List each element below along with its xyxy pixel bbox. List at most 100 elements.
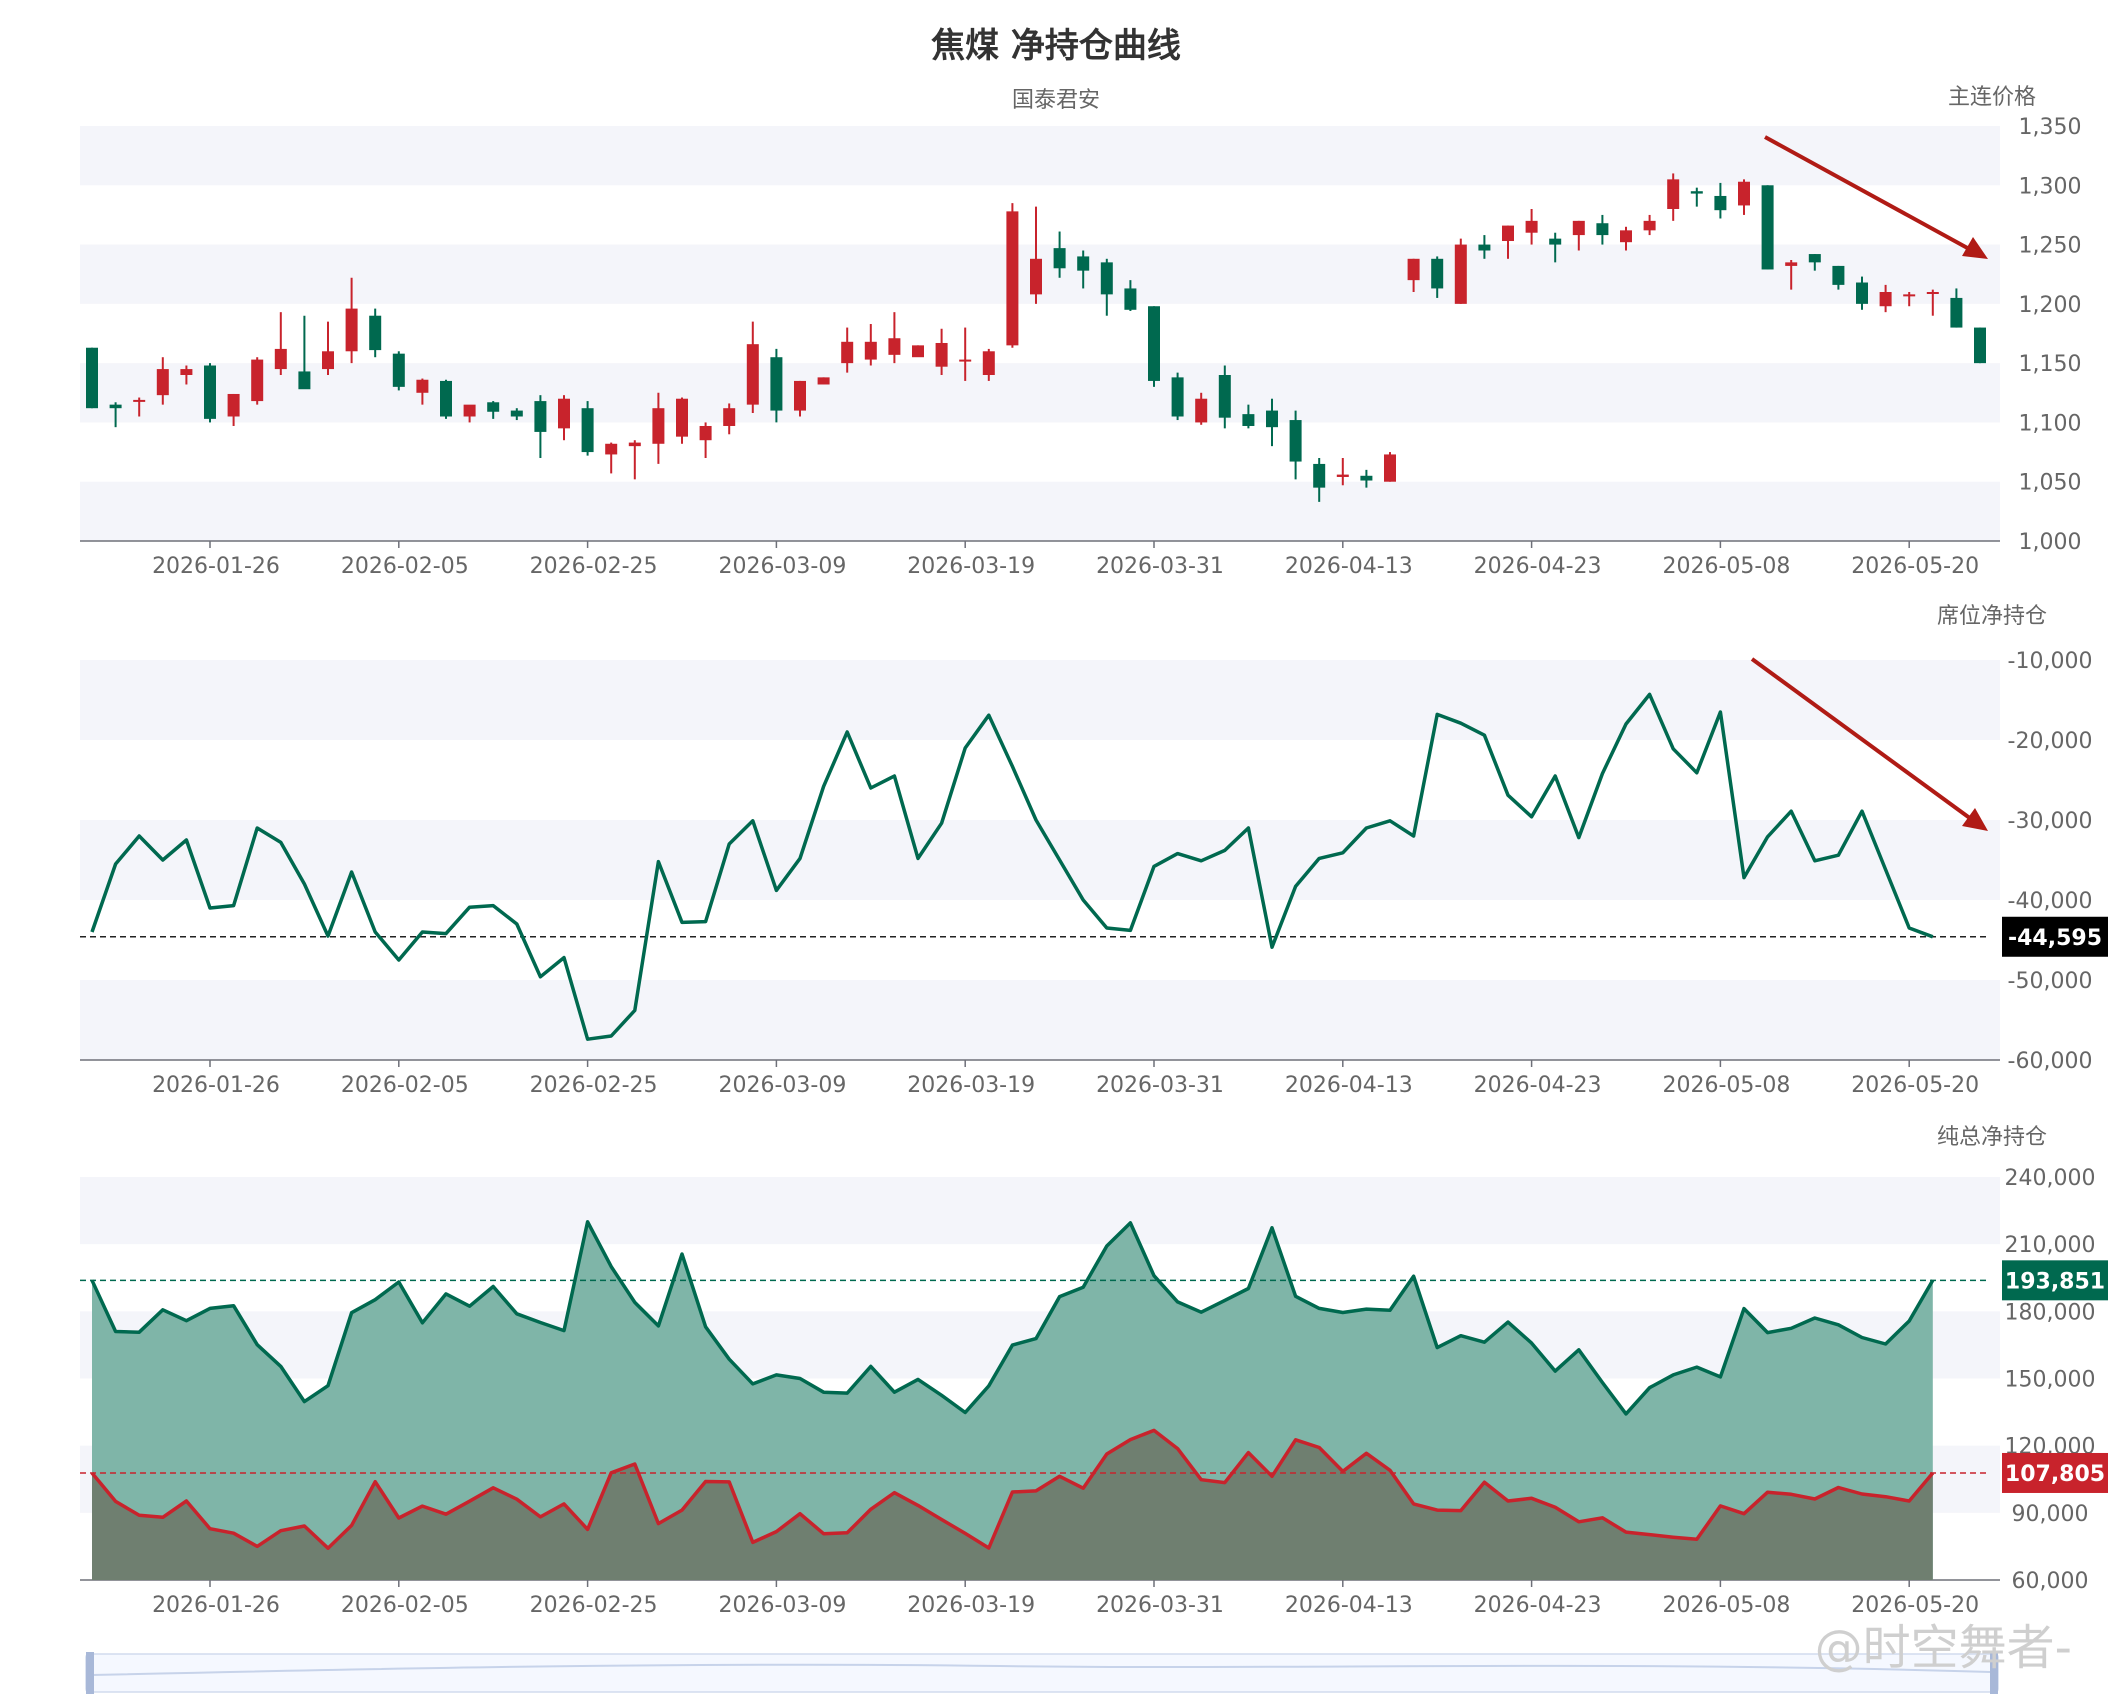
grid-band bbox=[80, 481, 2000, 541]
slider-handle-right bbox=[1990, 1652, 1998, 1694]
candle-body bbox=[1761, 185, 1774, 270]
candle-body bbox=[1525, 220, 1538, 233]
candle-body bbox=[298, 371, 311, 390]
candle-body bbox=[1148, 306, 1160, 381]
candle-body bbox=[1950, 297, 1963, 328]
trend-arrow bbox=[1750, 657, 1984, 829]
candle-body bbox=[959, 359, 972, 362]
candle-body bbox=[888, 338, 901, 355]
x-tick-label: 2026-04-23 bbox=[1474, 1593, 1602, 1618]
candle-body bbox=[1690, 191, 1703, 194]
candle-body bbox=[1242, 414, 1255, 426]
grid-band bbox=[80, 980, 2000, 1060]
candle-body bbox=[1431, 258, 1444, 289]
reference-label-box bbox=[2002, 1452, 2108, 1493]
x-tick-label: 2026-02-05 bbox=[341, 1073, 469, 1098]
y-tick-label: 1,000 bbox=[2019, 530, 2082, 555]
y-tick-label: -60,000 bbox=[2008, 1049, 2093, 1074]
x-tick-label: 2026-03-09 bbox=[718, 1073, 846, 1098]
candle-body bbox=[1100, 262, 1113, 295]
x-tick-label: 2026-02-25 bbox=[530, 1073, 658, 1098]
y-axis-name: 席位净持仓 bbox=[1937, 604, 2047, 629]
x-tick-label: 2026-04-13 bbox=[1285, 554, 1413, 579]
y-tick-label: 240,000 bbox=[2005, 1166, 2096, 1191]
candle-body bbox=[1879, 292, 1892, 307]
candle-body bbox=[1738, 181, 1750, 206]
price-panel: 1,000 1,050 1,100 1,150 1,200 1,250 1,300 1,350… bbox=[80, 85, 2081, 579]
x-tick-label: 2026-04-23 bbox=[1474, 1073, 1602, 1098]
x-tick-label: 2026-03-09 bbox=[718, 1593, 846, 1618]
red-series-area bbox=[92, 1430, 1933, 1580]
candle-body bbox=[487, 402, 500, 412]
candle-body bbox=[1785, 262, 1798, 266]
y-tick-label: 1,200 bbox=[2019, 293, 2082, 318]
candle-body bbox=[558, 398, 570, 429]
candle-body bbox=[746, 344, 759, 405]
candle-body bbox=[1266, 410, 1278, 428]
reference-label: -44,595 bbox=[2008, 926, 2102, 951]
candle-body bbox=[1667, 179, 1680, 209]
candle-body bbox=[86, 347, 98, 409]
candle-body bbox=[392, 353, 405, 387]
candle-body bbox=[1856, 282, 1868, 304]
candle-body bbox=[322, 351, 334, 370]
y-tick-label: 90,000 bbox=[2012, 1502, 2089, 1527]
candle-body bbox=[1643, 220, 1656, 231]
x-tick-label: 2026-02-05 bbox=[341, 554, 469, 579]
candle-body bbox=[534, 401, 547, 432]
seat-position-panel: -60,000 -50,000 -40,000 -30,000 -20,000 -10,0… bbox=[80, 604, 2108, 1098]
x-tick-label: 2026-03-19 bbox=[907, 554, 1035, 579]
candle-body bbox=[227, 393, 240, 417]
candle-body bbox=[723, 408, 736, 426]
x-tick-label: 2026-03-31 bbox=[1096, 1073, 1224, 1098]
y-tick-label: 210,000 bbox=[2005, 1233, 2096, 1258]
x-tick-label: 2026-03-31 bbox=[1096, 554, 1224, 579]
x-tick-label: 2026-02-25 bbox=[530, 1593, 658, 1618]
red-series-line bbox=[90, 1428, 1935, 1550]
y-tick-label: -50,000 bbox=[2008, 969, 2093, 994]
candle-body bbox=[1030, 258, 1042, 295]
candle-body bbox=[1124, 288, 1137, 310]
slider-track bbox=[85, 1653, 1999, 1693]
trend-arrow bbox=[1764, 135, 1983, 258]
x-tick-label: 2026-05-20 bbox=[1851, 1073, 1979, 1098]
y-tick-label: -20,000 bbox=[2008, 729, 2093, 754]
candle-body bbox=[1360, 475, 1373, 481]
candle-body bbox=[1714, 195, 1727, 211]
reference-label: 193,851 bbox=[2005, 1269, 2105, 1294]
y-tick-label: 1,100 bbox=[2019, 411, 2082, 436]
net-position-panel: 60,00090,000120,000150,000180,000210,000… bbox=[80, 1125, 2108, 1618]
x-tick-label: 2026-05-20 bbox=[1851, 1593, 1979, 1618]
candle-body bbox=[1384, 454, 1396, 482]
reference-label: 107,805 bbox=[2005, 1462, 2105, 1487]
green-series-line bbox=[90, 1220, 1935, 1416]
y-tick-label: 1,250 bbox=[2019, 234, 2082, 259]
candle-body bbox=[676, 398, 688, 437]
y-tick-label: 60,000 bbox=[2012, 1569, 2089, 1594]
candle-body bbox=[841, 341, 854, 364]
candle-body bbox=[581, 408, 594, 453]
candle-body bbox=[416, 379, 429, 393]
y-tick-label: -30,000 bbox=[2008, 809, 2093, 834]
y-axis-name: 主连价格 bbox=[1948, 85, 2036, 110]
candle-body bbox=[1808, 254, 1821, 263]
candle-body bbox=[770, 357, 783, 411]
slider-preview bbox=[91, 1663, 1991, 1676]
candle-body bbox=[109, 404, 122, 409]
x-tick-label: 2026-05-08 bbox=[1662, 1073, 1790, 1098]
slider-handle-left bbox=[86, 1652, 94, 1694]
data-zoom-slider bbox=[85, 1652, 1999, 1694]
reference-label-box bbox=[2002, 916, 2108, 957]
candle-body bbox=[251, 359, 264, 402]
chart-subtitle: 国泰君安 bbox=[1011, 88, 1100, 113]
candle-body bbox=[1313, 463, 1326, 488]
candle-body bbox=[912, 345, 924, 358]
x-tick-label: 2026-05-08 bbox=[1662, 1593, 1790, 1618]
grid-band bbox=[80, 126, 2000, 186]
y-tick-label: 1,150 bbox=[2019, 352, 2082, 377]
candle-body bbox=[1502, 225, 1514, 242]
x-tick-label: 2026-01-26 bbox=[152, 554, 280, 579]
candle-body bbox=[982, 351, 995, 375]
candle-body bbox=[1478, 244, 1491, 251]
